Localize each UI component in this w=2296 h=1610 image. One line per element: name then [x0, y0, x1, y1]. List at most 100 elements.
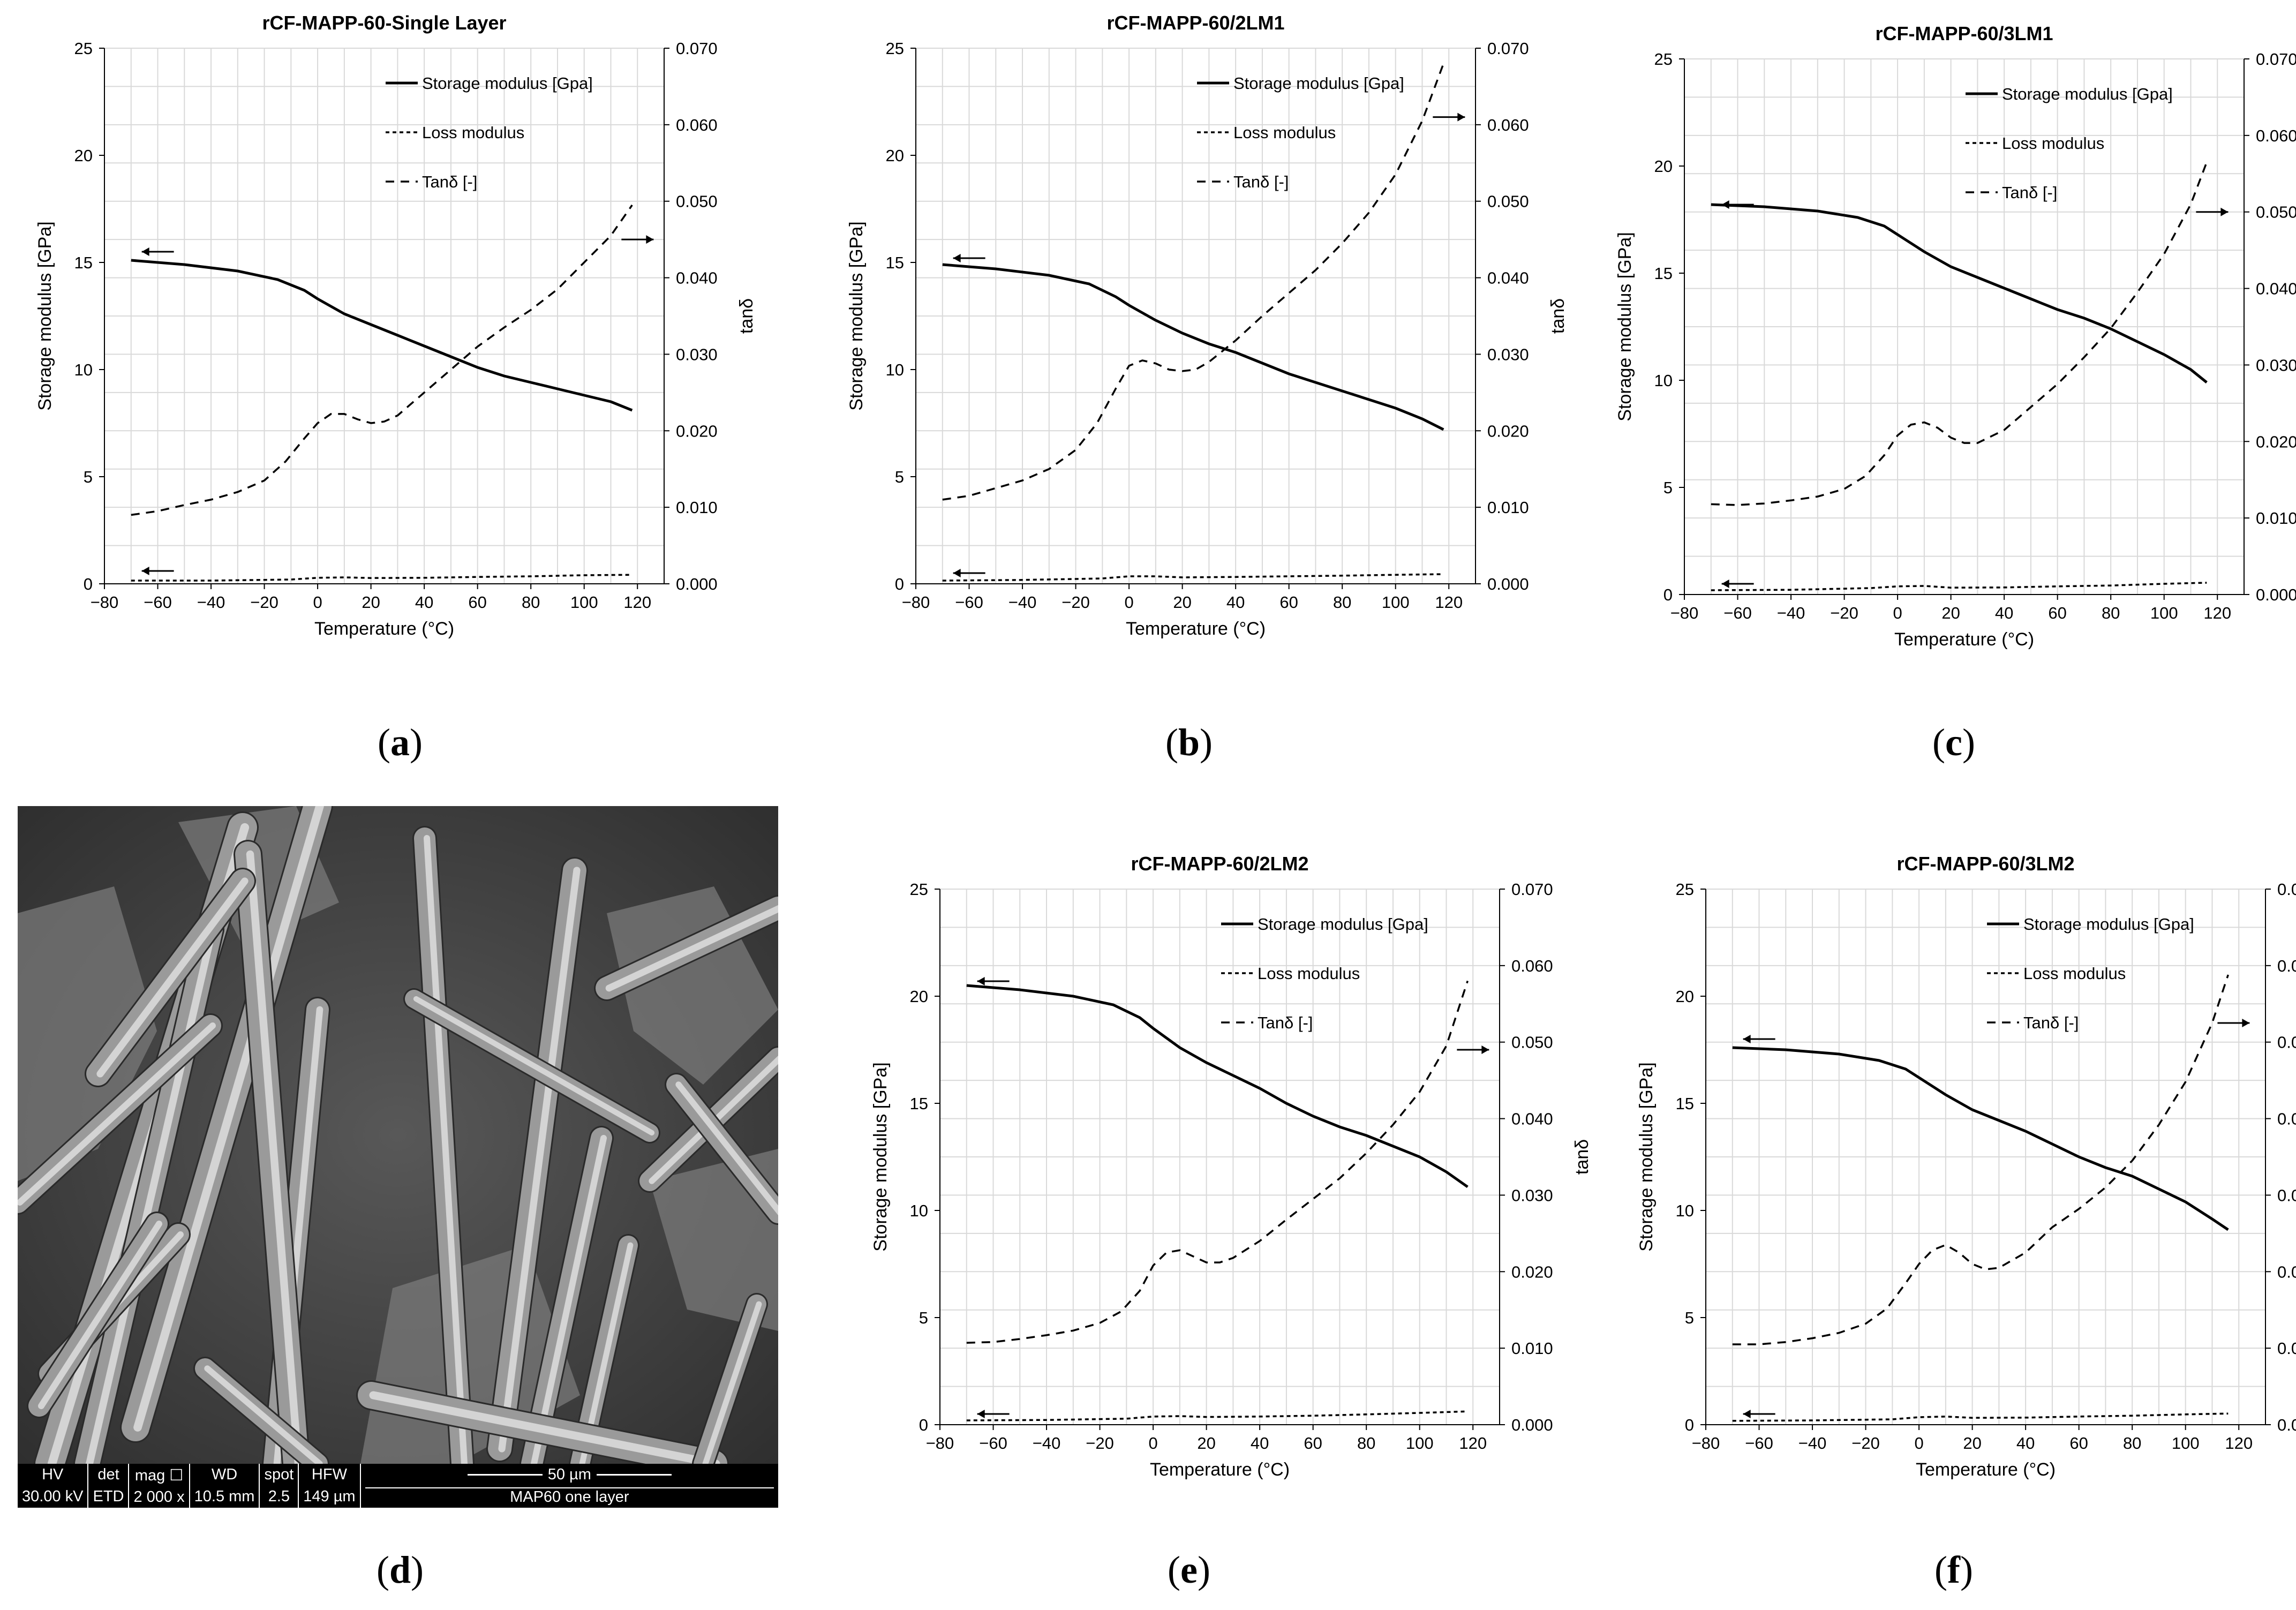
y-right-axis-label: tanδ — [1548, 298, 1568, 334]
chart-b: rCF-MAPP-60/2LM1−80 −60 −40 −20 0 20 40 60 80 100… — [846, 12, 1568, 639]
caption-d: (d) — [376, 1548, 424, 1591]
y-left-tick-label: 15 — [1654, 264, 1673, 283]
y-right-tick-label: 0.030 — [2277, 1186, 2296, 1205]
x-tick-label: −80 — [926, 1434, 954, 1453]
x-tick-label: −40 — [1033, 1434, 1061, 1453]
y-left-axis-label: Storage modulus [GPa] — [35, 221, 55, 410]
x-tick-label: 80 — [2123, 1434, 2141, 1453]
fiber-highlight — [96, 877, 249, 1078]
y-right-tick-label: 0.020 — [2256, 432, 2296, 451]
y-left-tick-label: 25 — [1676, 880, 1694, 899]
y-right-tick-label: 0.040 — [676, 269, 718, 288]
y-right-tick-label: 0.010 — [2277, 1339, 2296, 1358]
y-left-tick-label: 20 — [886, 146, 904, 165]
y-left-tick-label: 15 — [910, 1094, 928, 1113]
sem-mag: mag ☐ 2 000 x — [129, 1464, 190, 1508]
series-line-fine-dash — [942, 573, 1444, 582]
y-right-tick-label: 0.000 — [2277, 1416, 2296, 1434]
sem-scale-label: 50 µm — [547, 1465, 591, 1483]
x-tick-label: −20 — [1086, 1434, 1114, 1453]
arrow-tan-right — [1457, 1045, 1489, 1054]
y-left-tick-label: 20 — [1676, 987, 1694, 1006]
y-left-tick-label: 5 — [895, 468, 904, 486]
arrow-head — [1457, 112, 1465, 122]
x-axis-label: Temperature (°C) — [1894, 629, 2034, 650]
arrow-head — [646, 235, 654, 244]
fiber-highlight — [86, 926, 216, 1464]
y-right-axis-label: tanδ — [1572, 1139, 1592, 1175]
caption-e: (e) — [1168, 1548, 1210, 1591]
y-right-tick-label: 0.060 — [1511, 957, 1553, 975]
grid — [1684, 58, 2245, 595]
y-left-axis-label: Storage modulus [GPa] — [1636, 1062, 1657, 1251]
caption-b: (b) — [1165, 721, 1213, 764]
y-left-tick-label: 5 — [1685, 1308, 1694, 1327]
arrow-loss-left — [1721, 580, 1754, 588]
x-tick-label: −80 — [902, 593, 930, 612]
legend-label-loss: Loss modulus — [422, 123, 524, 142]
y-right-tick-label: 0.060 — [2277, 957, 2296, 975]
y-left-tick-label: 10 — [910, 1201, 928, 1220]
x-tick-label: −20 — [1062, 593, 1090, 612]
fiber-highlight — [18, 1022, 216, 1206]
legend-label-loss: Loss modulus — [1233, 123, 1336, 142]
sem-hfw: HFW 149 µm — [299, 1464, 361, 1508]
y-right-tick-label: 0.010 — [676, 498, 718, 517]
legend-label-tan: Tanδ [-] — [422, 172, 477, 191]
y-left-tick-label: 20 — [910, 987, 928, 1006]
sem-sample-label: MAP60 one layer — [365, 1487, 774, 1506]
fiber-highlight — [702, 1301, 762, 1464]
series-line-solid — [131, 259, 633, 412]
y-right-tick-label: 0.040 — [2256, 280, 2296, 298]
x-tick-label: −60 — [1723, 604, 1752, 622]
y-right-tick-label: 0.020 — [2277, 1262, 2296, 1281]
x-tick-label: −60 — [979, 1434, 1007, 1453]
arrow-head — [1743, 1035, 1751, 1043]
legend: Storage modulus [Gpa] Loss modulus Tanδ [-… — [1221, 915, 1428, 1032]
x-tick-label: −60 — [955, 593, 983, 612]
legend-label-loss: Loss modulus — [1258, 964, 1360, 983]
y-right-tick-label: 0.030 — [2256, 356, 2296, 374]
y-left-tick-label: 0 — [895, 575, 904, 593]
y-left-tick-label: 15 — [1676, 1094, 1694, 1113]
chart-title: rCF-MAPP-60-Single Layer — [262, 12, 506, 34]
fiber-highlight — [498, 867, 581, 1453]
y-right-tick-label: 0.010 — [1487, 498, 1529, 517]
legend-label-storage: Storage modulus [Gpa] — [1258, 915, 1428, 934]
fiber-highlight — [204, 1365, 323, 1464]
y-right-tick-label: 0.050 — [2256, 203, 2296, 222]
chart-title: rCF-MAPP-60/3LM2 — [1896, 853, 2074, 875]
x-tick-label: −40 — [197, 593, 225, 612]
arrow-loss-left — [977, 1410, 1010, 1418]
x-tick-label: 0 — [1148, 1434, 1157, 1453]
x-tick-label: 120 — [2225, 1434, 2253, 1453]
y-right-tick-label: 0.030 — [1487, 345, 1529, 364]
x-tick-label: −80 — [91, 593, 119, 612]
sem-scale: 50 µm MAP60 one layer — [361, 1464, 778, 1508]
y-left-tick-label: 0 — [1663, 585, 1673, 604]
x-tick-label: −40 — [1008, 593, 1037, 612]
arrow-storage-left — [977, 977, 1010, 985]
y-left-tick-label: 20 — [1654, 157, 1673, 176]
x-tick-label: −40 — [1777, 604, 1805, 622]
chart-title: rCF-MAPP-60/2LM2 — [1131, 853, 1308, 875]
sem-micrograph: HV 30.00 kV det ETD mag ☐ 2 000 x WD 10.5 mm… — [18, 806, 778, 1508]
series-line-dash — [1711, 162, 2208, 506]
series-line-solid — [1711, 203, 2208, 383]
x-tick-label: 20 — [362, 593, 380, 612]
y-left-tick-label: 10 — [74, 360, 93, 379]
legend-label-storage: Storage modulus [Gpa] — [2023, 915, 2194, 934]
y-right-tick-label: 0.030 — [1511, 1186, 1553, 1205]
y-left-tick-label: 0 — [84, 575, 93, 593]
y-right-tick-label: 0.000 — [1511, 1416, 1553, 1434]
series-line-fine-dash — [131, 574, 633, 582]
y-left-tick-label: 15 — [886, 253, 904, 272]
fiber-highlight — [605, 905, 778, 992]
y-left-tick-label: 10 — [1654, 371, 1673, 390]
x-tick-label: 120 — [623, 593, 651, 612]
chart-c: rCF-MAPP-60/3LM1−80 −60 −40 −20 0 20 40 60 80 100… — [1615, 22, 2296, 650]
chart-panel-e: rCF-MAPP-60/2LM2 −80 −60 −40 −20 0 20 40 60 80 100… — [857, 841, 1592, 1502]
y-right-tick-label: 0.050 — [1487, 192, 1529, 211]
chart-panel-b: rCF-MAPP-60/2LM1 −80 −60 −40 −20 0 20 40 60 80 100… — [833, 0, 1568, 661]
x-tick-label: 20 — [1197, 1434, 1215, 1453]
